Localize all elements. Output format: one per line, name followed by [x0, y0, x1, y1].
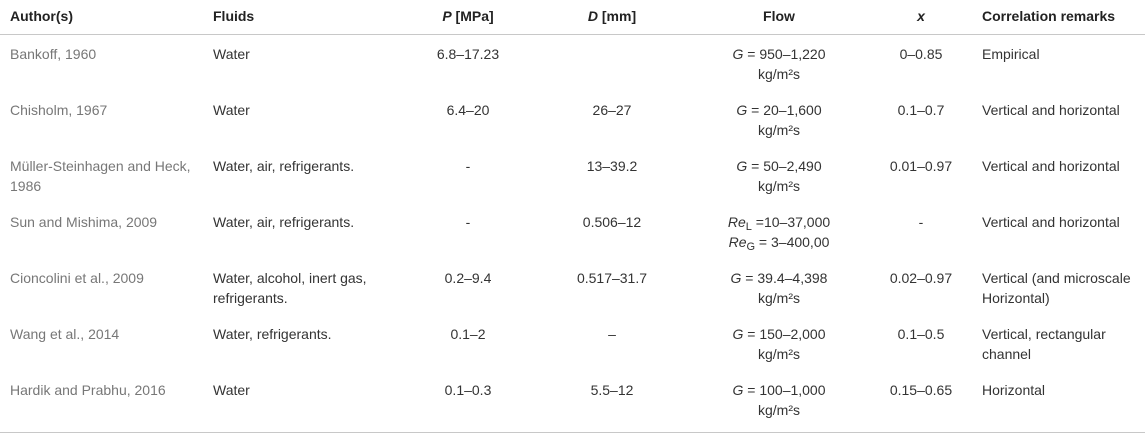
- flow-subscript: G: [746, 241, 756, 253]
- flow-range: =10–37,000: [751, 214, 831, 230]
- cell-flow: ReL =10–37,000 ReG = 3–400,00: [692, 203, 866, 259]
- flow-symbol: G: [732, 326, 744, 342]
- cell-quality: 0.1–0.5: [897, 326, 945, 342]
- header-diameter-unit: [mm]: [598, 8, 637, 24]
- cell-diameter: 13–39.2: [586, 158, 638, 174]
- cell-author: Hardik and Prabhu, 2016: [0, 371, 207, 433]
- table-row: Müller-Steinhagen and Heck, 1986 Water, …: [0, 147, 1145, 203]
- cell-quality: 0–0.85: [899, 46, 943, 62]
- cell-diameter: 0.506–12: [582, 214, 642, 230]
- table-row: Hardik and Prabhu, 2016 Water 0.1–0.3 5.…: [0, 371, 1145, 433]
- flow-range: = 50–2,490: [747, 158, 822, 174]
- flow-range: = 39.4–4,398: [741, 270, 828, 286]
- cell-pressure: 6.4–20: [446, 102, 490, 118]
- table-row: Chisholm, 1967 Water 6.4–20 26–27 G = 20…: [0, 91, 1145, 147]
- cell-author: Bankoff, 1960: [10, 46, 97, 62]
- cell-flow: G = 39.4–4,398 kg/m²s: [692, 259, 866, 315]
- cell-remarks: Empirical: [982, 46, 1040, 62]
- cell-pressure: 6.8–17.23: [436, 46, 500, 62]
- cell-pressure: -: [465, 158, 471, 174]
- cell-fluids: Water, alcohol, inert gas, refrigerants.: [213, 270, 367, 306]
- flow-symbol: G: [736, 158, 748, 174]
- flow-unit: kg/m²s: [758, 66, 800, 82]
- cell-author: Cioncolini et al., 2009: [10, 270, 144, 286]
- header-author: Author(s): [0, 0, 207, 35]
- cell-pressure: -: [465, 214, 471, 230]
- flow-unit: kg/m²s: [758, 402, 800, 418]
- cell-diameter: 5.5–12: [532, 371, 692, 433]
- flow-symbol: G: [736, 102, 748, 118]
- flow-unit: kg/m²s: [758, 346, 800, 362]
- table-row: Wang et al., 2014 Water, refrigerants. 0…: [0, 315, 1145, 371]
- cell-remarks: Vertical (and microscale Horizontal): [982, 270, 1131, 306]
- cell-fluids: Water, air, refrigerants.: [213, 158, 355, 174]
- cell-quality: 0.15–0.65: [866, 371, 976, 433]
- cell-flow: G = 950–1,220 kg/m²s: [692, 35, 866, 92]
- cell-remarks: Vertical and horizontal: [982, 102, 1120, 118]
- flow-subscript: L: [745, 221, 752, 233]
- flow-symbol: Re: [727, 214, 746, 230]
- flow-symbol: G: [732, 382, 744, 398]
- cell-diameter: 0.517–31.7: [576, 270, 648, 286]
- flow-symbol: Re: [728, 234, 747, 250]
- cell-flow: G = 100–1,000 kg/m²s: [692, 371, 866, 433]
- flow-range: = 20–1,600: [747, 102, 822, 118]
- flow-range: = 3–400,00: [755, 234, 830, 250]
- cell-author: Chisholm, 1967: [10, 102, 108, 118]
- flow-unit: kg/m²s: [758, 122, 800, 138]
- cell-fluids: Water: [213, 46, 250, 62]
- cell-diameter: –: [608, 326, 616, 342]
- flow-unit: kg/m²s: [758, 290, 800, 306]
- table-row: Sun and Mishima, 2009 Water, air, refrig…: [0, 203, 1145, 259]
- header-pressure-symbol: P: [442, 8, 452, 24]
- cell-quality: -: [918, 214, 924, 230]
- cell-pressure: 0.2–9.4: [444, 270, 492, 286]
- flow-range: = 100–1,000: [743, 382, 826, 398]
- cell-flow: G = 50–2,490 kg/m²s: [692, 147, 866, 203]
- cell-fluids: Water: [207, 371, 404, 433]
- cell-pressure: 0.1–0.3: [404, 371, 532, 433]
- cell-flow: G = 20–1,600 kg/m²s: [692, 91, 866, 147]
- cell-quality: 0.02–0.97: [889, 270, 953, 286]
- cell-remarks: Vertical, rectangular channel: [982, 326, 1106, 362]
- table-row: Bankoff, 1960 Water 6.8–17.23 G = 950–1,…: [0, 35, 1145, 92]
- cell-quality: 0.1–0.7: [897, 102, 945, 118]
- header-flow: Flow: [692, 0, 866, 35]
- header-remarks: Correlation remarks: [976, 0, 1145, 35]
- cell-fluids: Water, air, refrigerants.: [213, 214, 355, 230]
- cell-author: Sun and Mishima, 2009: [10, 214, 158, 230]
- header-quality: x: [866, 0, 976, 35]
- header-diameter-symbol: D: [587, 8, 598, 24]
- cell-diameter: [532, 35, 692, 92]
- cell-author: Müller-Steinhagen and Heck, 1986: [10, 158, 191, 194]
- table-row: Cioncolini et al., 2009 Water, alcohol, …: [0, 259, 1145, 315]
- header-pressure: P [MPa]: [404, 0, 532, 35]
- header-quality-symbol: x: [917, 8, 925, 24]
- cell-author: Wang et al., 2014: [10, 326, 120, 342]
- flow-unit: kg/m²s: [758, 178, 800, 194]
- cell-flow: G = 150–2,000 kg/m²s: [692, 315, 866, 371]
- cell-fluids: Water: [213, 102, 250, 118]
- cell-pressure: 0.1–2: [450, 326, 486, 342]
- header-fluids: Fluids: [207, 0, 404, 35]
- cell-remarks: Vertical and horizontal: [982, 158, 1120, 174]
- flow-symbol: G: [732, 46, 744, 62]
- header-pressure-unit: [MPa]: [451, 8, 494, 24]
- cell-fluids: Water, refrigerants.: [213, 326, 332, 342]
- flow-range: = 150–2,000: [743, 326, 826, 342]
- flow-range: = 950–1,220: [743, 46, 826, 62]
- cell-remarks: Horizontal: [976, 371, 1145, 433]
- cell-quality: 0.01–0.97: [889, 158, 953, 174]
- cell-remarks: Vertical and horizontal: [982, 214, 1120, 230]
- header-diameter: D [mm]: [532, 0, 692, 35]
- header-row: Author(s) Fluids P [MPa] D [mm] Flow x C…: [0, 0, 1145, 35]
- flow-symbol: G: [730, 270, 742, 286]
- cell-diameter: 26–27: [592, 102, 632, 118]
